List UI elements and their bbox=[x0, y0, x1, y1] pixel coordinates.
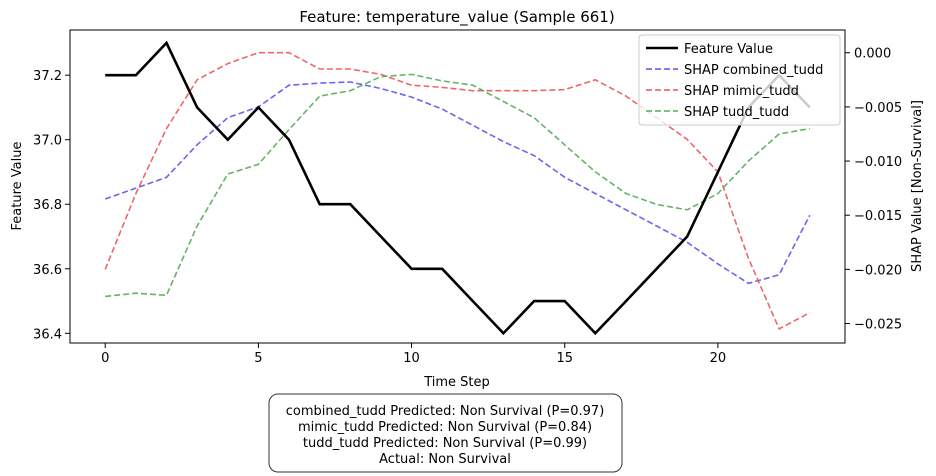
x-tick-label: 5 bbox=[254, 351, 262, 366]
x-tick-label: 10 bbox=[403, 351, 420, 366]
series-line-shap-tudd-tudd bbox=[105, 73, 810, 298]
y-tick-label: 36.4 bbox=[33, 327, 62, 342]
x-tick-label: 0 bbox=[101, 351, 109, 366]
x-axis-ticks: 0 5 10 15 20 bbox=[101, 343, 726, 366]
y2-tick-label: −0.025 bbox=[854, 318, 902, 333]
annotation-box bbox=[268, 393, 623, 473]
series-lines bbox=[104, 40, 811, 336]
y-axis-ticks: 36.4 36.6 36.8 37.0 37.2 bbox=[33, 69, 70, 342]
legend-box bbox=[638, 34, 841, 126]
y2-tick-label: −0.015 bbox=[854, 209, 902, 224]
plot-frame bbox=[69, 29, 846, 344]
y-tick-label: 37.0 bbox=[33, 134, 62, 149]
legend-label: Feature Value bbox=[684, 42, 773, 57]
y-tick-label: 37.2 bbox=[33, 69, 62, 84]
legend: Feature Value SHAP combined_tudd SHAP mimi… bbox=[638, 34, 841, 126]
y2-tick-label: −0.005 bbox=[854, 101, 902, 116]
annotation-line-actual: Actual: Non Survival bbox=[379, 452, 511, 467]
annotation-line-combined: combined_tudd Predicted: Non Survival (P… bbox=[286, 404, 605, 419]
x-tick-label: 20 bbox=[710, 351, 727, 366]
annotation-line-mimic: mimic_tudd Predicted: Non Survival (P=0.… bbox=[298, 420, 592, 435]
y2-tick-label: −0.010 bbox=[854, 155, 902, 170]
annotation-line-tudd: tudd_tudd Predicted: Non Survival (P=0.9… bbox=[303, 436, 587, 451]
y2-tick-label: 0.000 bbox=[854, 47, 891, 62]
y2-axis-label: SHAP Value [Non-Survival] bbox=[910, 100, 925, 272]
y2-axis-ticks: 0.000 −0.005 −0.010 −0.015 −0.020 −0.025 bbox=[845, 47, 902, 333]
x-axis-label: Time Step bbox=[423, 375, 490, 390]
y-axis-label: Feature Value bbox=[10, 142, 25, 231]
y2-tick-label: −0.020 bbox=[854, 263, 902, 278]
legend-label: SHAP combined_tudd bbox=[684, 63, 823, 78]
series-line-feature-value bbox=[105, 40, 811, 336]
y-tick-label: 36.8 bbox=[33, 198, 62, 213]
prediction-annotation: combined_tudd Predicted: Non Survival (P… bbox=[268, 393, 623, 473]
y-tick-label: 36.6 bbox=[33, 263, 62, 278]
legend-label: SHAP tudd_tudd bbox=[684, 105, 789, 120]
legend-label: SHAP mimic_tudd bbox=[684, 84, 799, 99]
series-line-shap-mimic-tudd bbox=[104, 51, 811, 331]
x-tick-label: 15 bbox=[556, 351, 573, 366]
chart-title: Feature: temperature_value (Sample 661) bbox=[299, 8, 614, 27]
